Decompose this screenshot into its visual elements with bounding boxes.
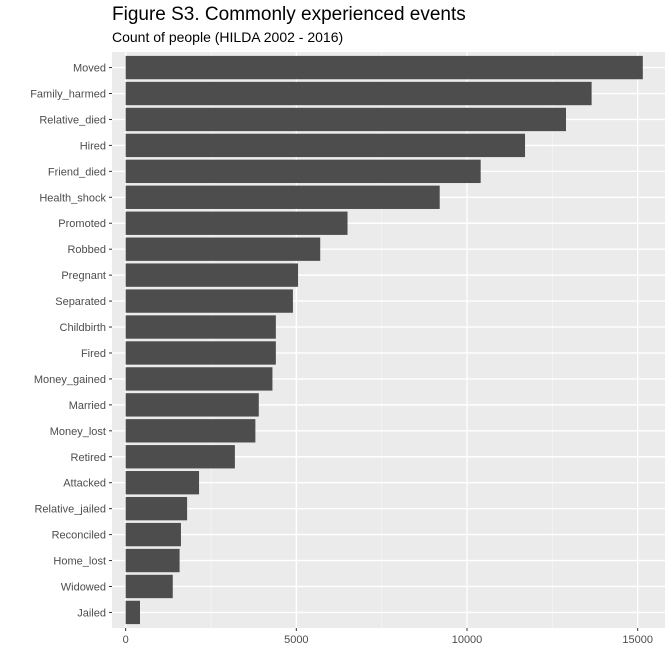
- bar: [125, 471, 200, 495]
- y-tick-label: Hired: [80, 140, 106, 152]
- y-tick-label: Attacked: [63, 478, 106, 490]
- y-tick-label: Childbirth: [60, 322, 106, 334]
- y-tick-label: Promoted: [58, 218, 106, 230]
- bar: [125, 211, 348, 235]
- bar: [125, 237, 321, 261]
- y-tick-label: Money_lost: [50, 426, 106, 438]
- bar: [125, 496, 188, 521]
- bar: [125, 445, 235, 469]
- y-tick-label: Widowed: [61, 581, 106, 593]
- y-tick-label: Reconciled: [52, 530, 106, 542]
- bar: [125, 107, 567, 132]
- y-tick-label: Family_harmed: [30, 89, 106, 101]
- x-tick-label: 0: [123, 634, 129, 646]
- bar: [125, 81, 592, 106]
- y-tick-label: Separated: [55, 296, 106, 308]
- x-tick-label: 5000: [284, 634, 308, 646]
- bar: [125, 185, 440, 209]
- y-tick-label: Relative_died: [39, 114, 106, 126]
- y-tick-label: Health_shock: [39, 192, 106, 204]
- bar: [125, 393, 259, 417]
- y-tick-label: Married: [69, 400, 106, 412]
- y-tick-label: Fired: [81, 348, 106, 360]
- bar: [125, 159, 481, 184]
- bar: [125, 600, 140, 625]
- y-tick-label: Pregnant: [61, 270, 106, 282]
- bar: [125, 289, 293, 313]
- y-tick-label: Robbed: [67, 244, 106, 256]
- bar: [125, 341, 276, 365]
- chart-subtitle: Count of people (HILDA 2002 - 2016): [112, 29, 344, 45]
- y-tick-label: Jailed: [77, 607, 106, 619]
- bar: [125, 522, 181, 547]
- bar: [125, 367, 273, 391]
- bar: [125, 133, 526, 158]
- y-tick-label: Home_lost: [53, 556, 106, 568]
- y-tick-label: Retired: [71, 452, 106, 464]
- bar: [125, 574, 173, 599]
- y-tick-label: Moved: [73, 63, 106, 75]
- x-tick-label: 15000: [622, 634, 653, 646]
- x-tick-label: 10000: [452, 634, 483, 646]
- bar: [125, 419, 256, 443]
- y-tick-label: Money_gained: [34, 374, 106, 386]
- bar: [125, 548, 180, 573]
- y-tick-label: Friend_died: [48, 166, 106, 178]
- bar: [125, 55, 643, 80]
- bar: [125, 315, 276, 339]
- chart-title: Figure S3. Commonly experienced events: [112, 4, 466, 25]
- y-tick-label: Relative_jailed: [34, 504, 106, 516]
- bar: [125, 263, 299, 287]
